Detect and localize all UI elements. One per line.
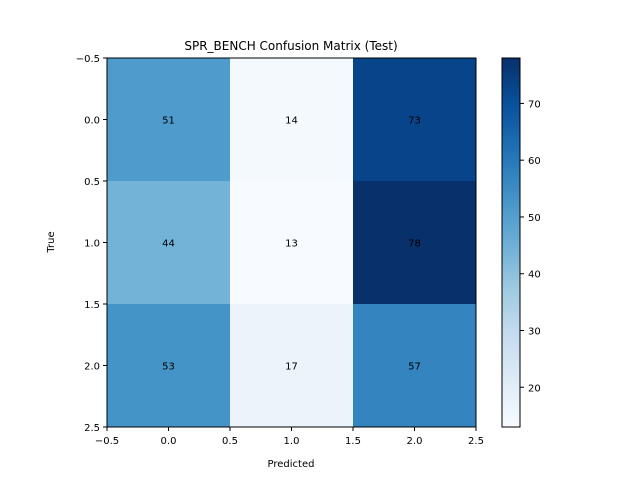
- colorbar-ticks: 20 30 40 50 60 70: [520, 99, 541, 394]
- colorbar: [501, 57, 521, 428]
- cell-value-label-r1-c2: 78: [408, 239, 421, 250]
- x-axis: −0.5 0.0 0.5 1.0 1.5 2.0 2.5: [95, 427, 484, 447]
- heatmap-cells: [107, 58, 477, 428]
- cell-value-label-r2-c2: 57: [408, 362, 421, 373]
- y-tick-label: 2.0: [84, 362, 100, 373]
- cell-value-label-r1-c0: 44: [162, 239, 175, 250]
- cell-value-label-r2-c1: 17: [285, 362, 298, 373]
- cell-value-label-r0-c1: 14: [285, 116, 298, 127]
- x-tick-label: 1.0: [284, 436, 300, 447]
- chart-title: SPR_BENCH Confusion Matrix (Test): [184, 39, 397, 53]
- colorbar-tick-label: 60: [528, 156, 541, 167]
- x-tick-label: 2.5: [468, 436, 484, 447]
- x-tick-label: 2.0: [407, 436, 423, 447]
- x-tick-label: 0.5: [222, 436, 238, 447]
- colorbar-tick-label: 50: [528, 213, 541, 224]
- colorbar-tick-label: 20: [528, 383, 541, 394]
- y-tick-label: 2.5: [84, 423, 100, 434]
- colorbar-tick-label: 40: [528, 270, 541, 281]
- heatmap-cell-r0-c1: [230, 58, 354, 182]
- y-tick-label: −0.5: [76, 54, 100, 65]
- x-tick-label: −0.5: [95, 436, 119, 447]
- x-axis-title: Predicted: [268, 459, 315, 470]
- cell-value-label-r0-c2: 73: [408, 116, 421, 127]
- cell-value-labels: 51 14 73 44 13 78 53 17 57: [162, 116, 421, 373]
- cell-value-label-r2-c0: 53: [162, 362, 175, 373]
- heatmap-cell-r0-c2: [353, 58, 477, 182]
- colorbar-tick-label: 30: [528, 326, 541, 337]
- y-axis: −0.5 0.0 0.5 1.0 1.5 2.0 2.5: [76, 54, 107, 434]
- y-tick-label: 1.0: [84, 239, 100, 250]
- heatmap-cell-r0-c0: [107, 58, 231, 182]
- heatmap-cell-r1-c2: [353, 181, 477, 305]
- x-tick-label: 0.0: [161, 436, 177, 447]
- heatmap-cell-r1-c1: [230, 181, 354, 305]
- colorbar-tick-label: 70: [528, 99, 541, 110]
- y-tick-label: 0.0: [84, 116, 100, 127]
- heatmap-cell-r2-c2: [353, 304, 477, 428]
- y-axis-title: True: [46, 231, 57, 253]
- heatmap-cell-r2-c0: [107, 304, 231, 428]
- y-tick-label: 1.5: [84, 300, 100, 311]
- cell-value-label-r0-c0: 51: [162, 116, 175, 127]
- y-tick-label: 0.5: [84, 177, 100, 188]
- heatmap-cell-r1-c0: [107, 181, 231, 305]
- cell-value-label-r1-c1: 13: [285, 239, 298, 250]
- x-tick-label: 1.5: [345, 436, 361, 447]
- heatmap-cell-r2-c1: [230, 304, 354, 428]
